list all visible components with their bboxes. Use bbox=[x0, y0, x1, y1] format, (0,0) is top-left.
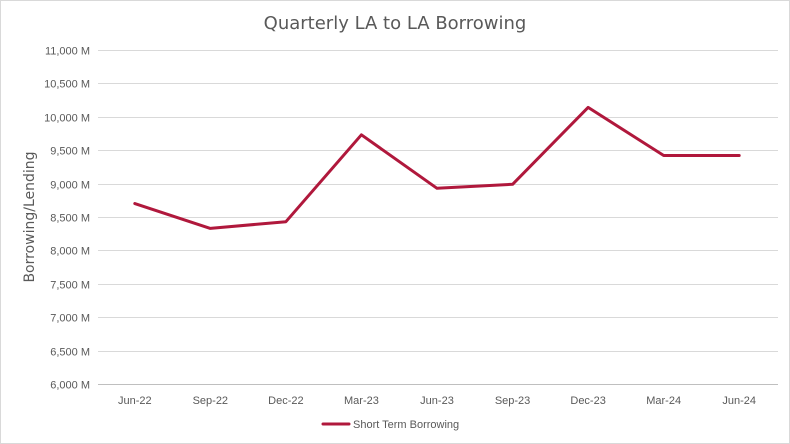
x-tick-label: Dec-22 bbox=[268, 395, 303, 407]
x-tick-labels: Jun-22 Sep-22 Dec-22 Mar-23 Jun-23 Sep-23 Dec-… bbox=[118, 395, 756, 407]
y-tick-label: 7,000 M bbox=[50, 313, 90, 325]
series-lines bbox=[133, 105, 741, 230]
y-tick-label: 11,000 M bbox=[45, 46, 90, 58]
y-tick-labels: 6,000 M 6,500 M 7,000 M 7,500 M 8,000 M 8,500… bbox=[44, 46, 90, 392]
y-tick-label: 10,000 M bbox=[44, 113, 90, 125]
x-tick-label: Mar-24 bbox=[646, 395, 681, 407]
x-tick-label: Sep-23 bbox=[495, 395, 530, 407]
legend: Short Term Borrowing bbox=[321, 419, 459, 431]
y-tick-label: 8,000 M bbox=[50, 246, 90, 258]
y-tick-label: 6,000 M bbox=[50, 380, 90, 392]
x-tick-label: Jun-23 bbox=[420, 395, 454, 407]
gridlines bbox=[98, 50, 778, 385]
x-tick-label: Dec-23 bbox=[570, 395, 605, 407]
x-tick-label: Sep-22 bbox=[193, 395, 228, 407]
y-tick-label: 7,500 M bbox=[50, 280, 90, 292]
y-tick-label: 10,500 M bbox=[44, 79, 90, 91]
series-line bbox=[133, 105, 741, 230]
x-tick-label: Jun-24 bbox=[722, 395, 756, 407]
legend-label: Short Term Borrowing bbox=[353, 419, 459, 431]
y-tick-label: 9,500 M bbox=[50, 146, 90, 158]
x-tick-label: Mar-23 bbox=[344, 395, 379, 407]
chart-title: Quarterly LA to LA Borrowing bbox=[264, 13, 527, 34]
y-tick-label: 6,500 M bbox=[50, 347, 90, 359]
y-axis-label: Borrowing/Lending bbox=[22, 151, 38, 282]
y-tick-label: 9,000 M bbox=[50, 180, 90, 192]
y-tick-label: 8,500 M bbox=[50, 213, 90, 225]
x-tick-label: Jun-22 bbox=[118, 395, 152, 407]
